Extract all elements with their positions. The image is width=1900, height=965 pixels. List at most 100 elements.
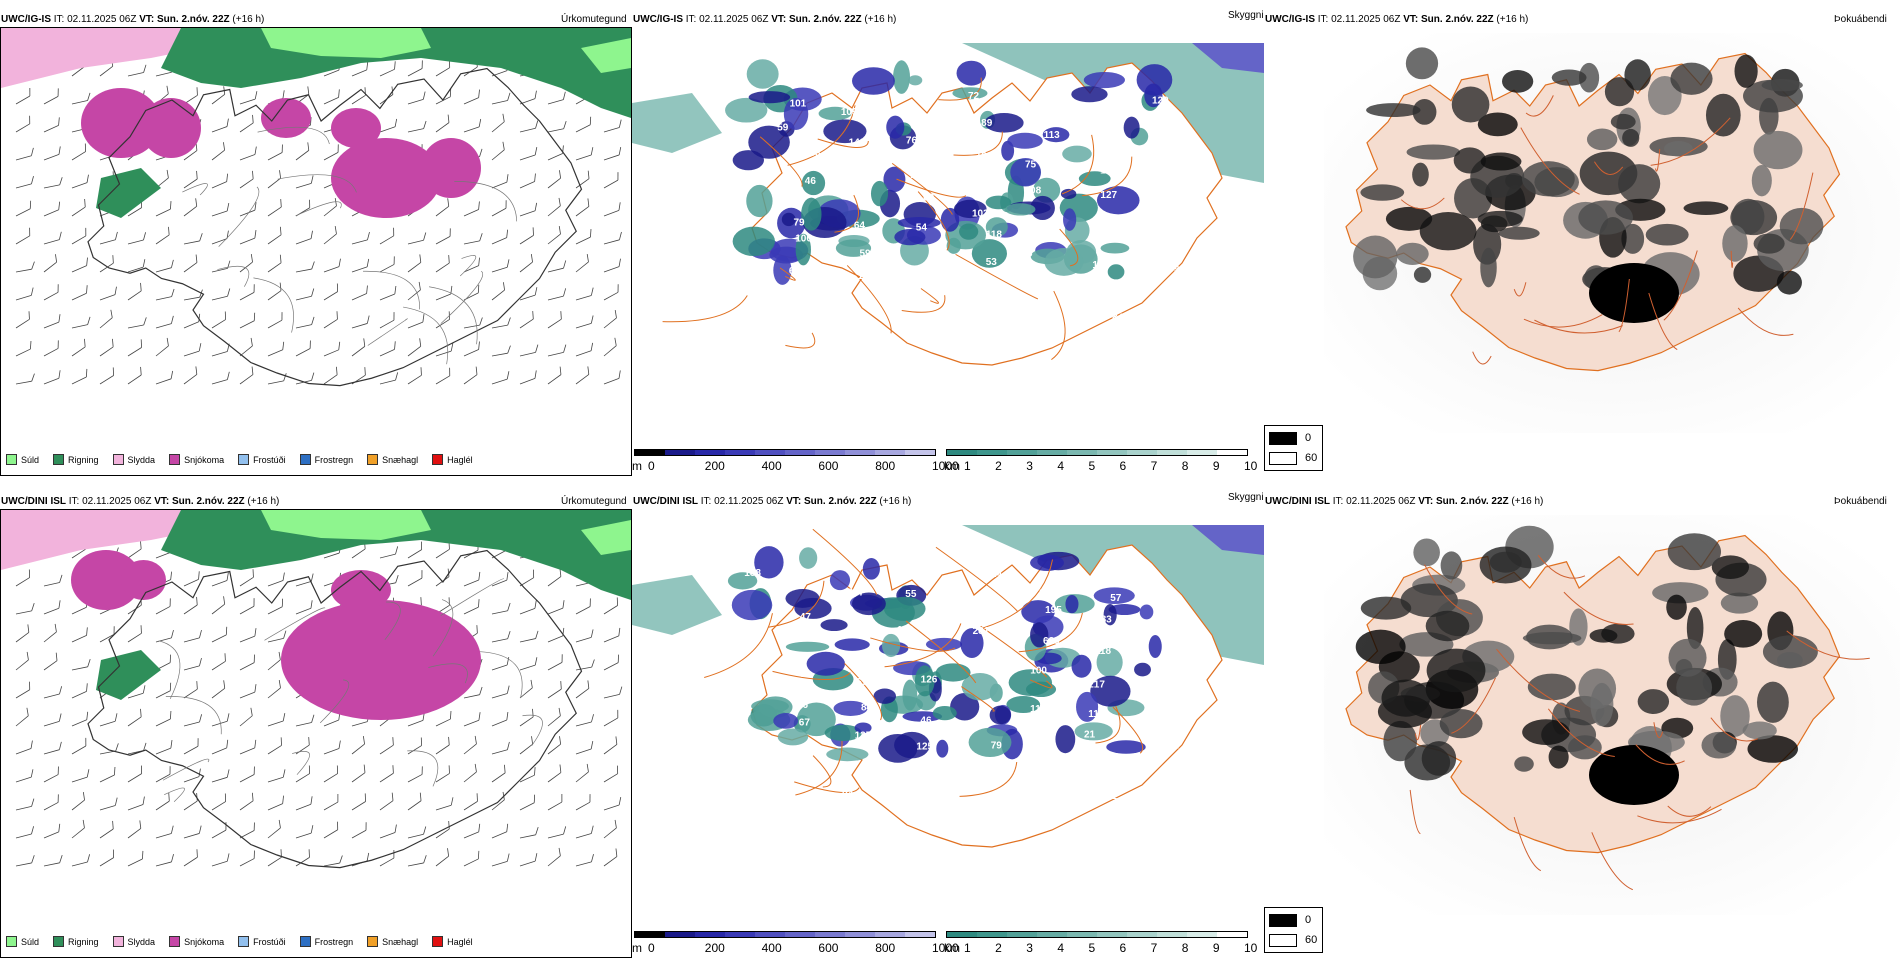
colorbar-tick: 10 [1244,941,1258,955]
legend-swatch [112,454,124,465]
visibility-value-label: 94 [842,789,854,800]
panel-title: Þokuábendi [1834,496,1887,507]
visibility-value-label: 79 [991,741,1003,752]
visibility-value-label: 46 [920,715,932,726]
visibility-value-label: 118 [1095,646,1112,657]
visibility-value-label: 179 [982,598,999,609]
legend-swatch [6,936,17,947]
visibility-value-label: 460 [1101,231,1118,242]
visibility-value-label: 108 [910,170,927,181]
lead-time: (+16 h) [1511,496,1544,507]
colorbar-step [635,450,665,455]
visibility-value-label: 82 [846,308,858,319]
colorbar-tick: 7 [1150,941,1158,955]
colorbar-step [1097,932,1127,937]
legend-item: Snjókoma [169,454,224,465]
vt-value: Sun. 2.nóv. 22Z [789,14,862,25]
it-label: IT: [53,14,65,25]
visibility-value-label: 126 [921,675,938,686]
colorbar [946,931,1248,938]
visibility-value-label: 100 [1030,665,1047,676]
visibility-value-label: 60 [923,193,935,204]
visibility-value-label: 120 [1152,96,1169,107]
visibility-value-label: 85 [1039,783,1051,794]
visibility-value-label: 217 [1088,679,1105,690]
fog-scale: 0 60 [1264,907,1323,953]
visibility-value-label: 55 [905,589,917,600]
visibility-value-label: 104 [976,658,993,669]
colorbar-step [977,450,1007,455]
visibility-value-label: 127 [1100,190,1117,201]
road-network [1409,555,1870,891]
fog-scale-low-swatch [1269,934,1297,947]
model-name: UWC/IG-IS [1265,14,1315,25]
colorbar-tick: 9 [1212,941,1220,955]
fog-index-panel: UWC/IG-IS IT: 02.11.2025 06Z VT: Sun. 2.… [1264,13,1900,483]
visibility-value-label: 115 [1088,709,1105,720]
colorbar-tick: 10 [1244,459,1258,473]
precip-map [1,28,631,387]
colorbar-step [665,932,695,937]
panel-title: Skyggni [1228,10,1264,21]
colorbar-step [755,932,785,937]
visibility-value-label: 64 [1155,660,1167,671]
vt-value: Sun. 2.nóv. 22Z [172,496,245,507]
sea-fog-dense [1192,43,1264,73]
visibility-value-label: 195 [1045,605,1062,616]
visibility-value-label: 44 [1046,307,1058,318]
visibility-value-label: 17 [1152,712,1164,723]
visibility-value-label: 88 [977,715,989,726]
it-value: 02.11.2025 06Z [699,14,769,25]
colorbar-step [905,932,935,937]
colorbar-step [1187,450,1217,455]
colorbar-tick: 0 [648,941,655,955]
colorbar-step [665,450,695,455]
legend-item: Frostregn [299,936,353,947]
colorbar-step [725,932,755,937]
visibility-scale-m: m 0 200 400 600 800 1000 [632,449,959,479]
visibility-value-label: 74 [792,751,804,762]
colorbar-step [947,932,977,937]
colorbar-step [1217,450,1247,455]
visibility-value-label: 207 [860,766,877,777]
colorbar-tick: 9 [1212,459,1220,473]
visibility-value-label: 106 [795,233,812,244]
panel-frame [0,27,632,476]
colorbar-step [977,932,1007,937]
panel-header: UWC/DINI ISL IT: 02.11.2025 06Z VT: Sun.… [633,496,911,508]
visibility-value-label: 369 [1163,264,1180,275]
fog-scale-low-label: 60 [1305,452,1318,464]
colorbar-tick: 5 [1088,941,1096,955]
legend-item: Snjókoma [169,936,224,947]
colorbar [634,449,936,456]
colorbar-step [635,932,665,937]
visibility-value-label: 55 [1166,148,1178,159]
colorbar-step [1157,932,1187,937]
legend-item: Frostúði [238,936,286,947]
scale-unit: km [944,941,960,955]
legend-swatch [53,936,65,947]
fog-core [1589,263,1679,323]
colorbar-step [695,450,725,455]
legend-label: Súld [21,454,40,465]
road-network [1400,95,1814,365]
fog-scale-high-swatch [1269,432,1297,445]
fog-map [1324,515,1900,915]
legend-label: Haglél [447,454,473,465]
colorbar-tick: 200 [704,941,725,955]
model-name: UWC/DINI ISL [633,496,698,507]
visibility-value-label: 49 [1038,94,1050,105]
visibility-value-label: 72 [968,91,980,102]
legend-item: Snæhagl [367,454,418,465]
legend-item: Slydda [112,454,155,465]
it-value: 02.11.2025 06Z [67,14,137,25]
visibility-value-label: 73 [1044,747,1056,758]
visibility-value-label: 189 [897,625,914,636]
visibility-value-label: 102 [1147,298,1164,309]
visibility-value-label: 67 [856,677,868,688]
visibility-value-label: 151 [1092,260,1109,271]
visibility-value-label: 101 [790,98,807,109]
visibility-values: 188 47 272 126 88 73 61 48 55 67 46 79 85 57 102 50 84 12… [744,568,1192,802]
visibility-panel: UWC/IG-IS IT: 02.11.2025 06Z VT: Sun. 2.… [632,10,1264,483]
colorbar-tick: 1 [964,459,971,473]
